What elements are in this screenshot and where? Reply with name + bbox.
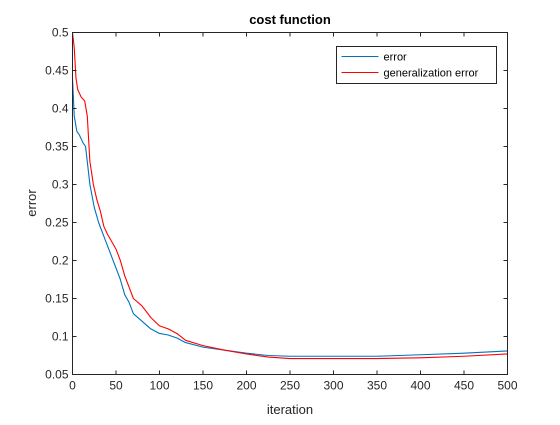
- y-tick-label: 0.3: [52, 178, 69, 192]
- y-tick-label: 0.5: [52, 26, 69, 40]
- x-tick-label: 350: [367, 379, 387, 393]
- x-tick-label: 450: [454, 379, 474, 393]
- x-tick-label: 150: [193, 379, 213, 393]
- x-axis-label: iteration: [267, 402, 313, 417]
- y-tick-label: 0.45: [45, 64, 69, 78]
- legend: error generalization error: [336, 46, 497, 84]
- legend-label-1: generalization error: [384, 68, 479, 80]
- y-tick-label: 0.35: [45, 140, 69, 154]
- x-axis: 0 50 100 150 200 250 300 350 400 450 500: [69, 32, 518, 393]
- legend-box: [336, 46, 497, 84]
- y-axis-label: error: [24, 189, 39, 217]
- legend-label-0: error: [384, 52, 408, 64]
- x-tick-label: 400: [410, 379, 430, 393]
- y-tick-label: 0.2: [52, 254, 69, 268]
- y-tick-label: 0.05: [45, 368, 69, 382]
- x-tick-label: 50: [109, 379, 123, 393]
- x-tick-label: 0: [69, 379, 76, 393]
- y-tick-label: 0.1: [52, 330, 69, 344]
- plot-lines: [71, 32, 508, 360]
- y-axis: 0.05 0.1 0.15 0.2 0.25 0.3 0.35 0.4 0.45 0.5: [45, 26, 508, 382]
- series-line-0: [71, 78, 508, 357]
- chart-title: cost function: [249, 12, 331, 27]
- y-tick-label: 0.4: [52, 102, 69, 116]
- x-tick-label: 250: [280, 379, 300, 393]
- x-tick-label: 300: [323, 379, 343, 393]
- series-line-1: [71, 32, 508, 360]
- y-tick-label: 0.25: [45, 216, 69, 230]
- x-tick-label: 100: [149, 379, 169, 393]
- x-tick-label: 500: [497, 379, 517, 393]
- x-tick-label: 200: [236, 379, 256, 393]
- y-tick-label: 0.15: [45, 292, 69, 306]
